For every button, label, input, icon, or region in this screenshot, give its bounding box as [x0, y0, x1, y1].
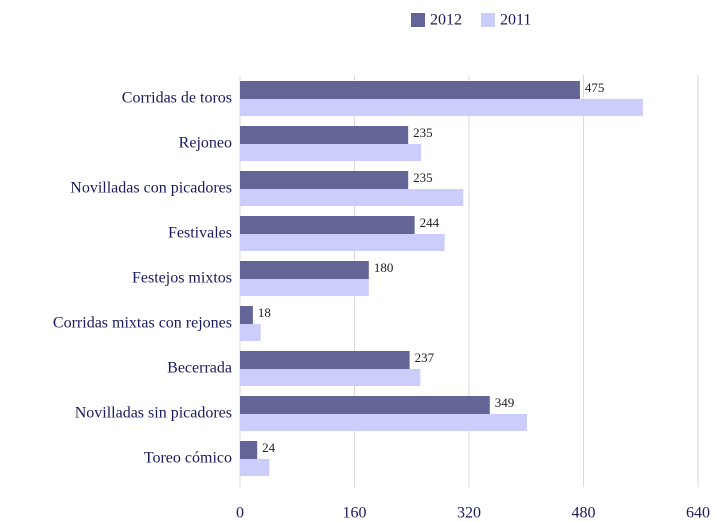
data-label: 237: [415, 350, 435, 365]
bar: [240, 144, 422, 161]
bar: [240, 351, 410, 369]
bar: [240, 306, 253, 324]
data-label: 244: [420, 215, 440, 230]
legend-swatch: [411, 13, 425, 27]
bar: [240, 189, 464, 206]
legend-swatch: [481, 13, 495, 27]
bar: [240, 369, 421, 386]
y-tick-label: Corridas mixtas con rejones: [53, 315, 232, 332]
data-label: 180: [374, 260, 394, 275]
bar: [240, 396, 490, 414]
y-tick-label: Novilladas sin picadores: [75, 405, 232, 422]
legend-label: 2012: [430, 12, 462, 29]
bar: [240, 171, 409, 189]
x-tick-label: 0: [236, 505, 244, 522]
x-tick-label: 640: [686, 505, 710, 522]
bar: [240, 459, 270, 476]
y-tick-label: Toreo cómico: [144, 450, 232, 467]
y-tick-label: Festejos mixtos: [132, 270, 232, 287]
x-tick-label: 160: [343, 505, 367, 522]
bar: [240, 81, 580, 99]
bar: [240, 441, 258, 459]
y-tick-label: Corridas de toros: [122, 90, 232, 107]
bar: [240, 261, 369, 279]
bar: [240, 99, 643, 116]
data-label: 349: [495, 395, 515, 410]
data-label: 235: [413, 125, 433, 140]
bar: [240, 216, 415, 234]
x-tick-label: 480: [572, 505, 596, 522]
bar: [240, 324, 261, 341]
data-label: 18: [258, 305, 271, 320]
y-tick-label: Becerrada: [167, 360, 232, 377]
legend-label: 2011: [500, 12, 531, 29]
bar: [240, 234, 445, 251]
y-tick-label: Rejoneo: [179, 135, 232, 152]
bar: [240, 126, 409, 144]
data-label: 24: [262, 440, 276, 455]
bar: [240, 279, 369, 296]
y-tick-label: Novilladas con picadores: [70, 180, 232, 197]
bar: [240, 414, 527, 431]
y-tick-label: Festivales: [168, 225, 232, 242]
x-tick-label: 320: [457, 505, 481, 522]
data-label: 475: [585, 80, 605, 95]
data-label: 235: [413, 170, 433, 185]
